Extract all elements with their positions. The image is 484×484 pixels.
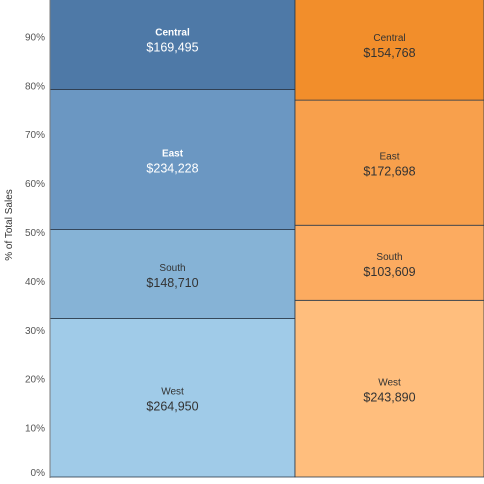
y-tick-label: 40% bbox=[25, 277, 45, 288]
segment-value-label: $234,228 bbox=[146, 161, 198, 175]
segment-value-label: $154,768 bbox=[363, 46, 415, 60]
bar-columns: West $264,950 South $148,710 East $234,228 Cen… bbox=[49, 0, 484, 478]
y-tick-label: 80% bbox=[25, 81, 45, 92]
segment-region-label: Central bbox=[373, 33, 405, 44]
bar-segment-central[interactable] bbox=[49, 0, 296, 90]
bar-segment-west[interactable] bbox=[49, 318, 296, 478]
segment-region-label: West bbox=[161, 387, 184, 398]
bar-segment-south[interactable] bbox=[49, 229, 296, 319]
y-tick-label: 90% bbox=[25, 32, 45, 43]
bar-segment-east[interactable] bbox=[294, 99, 484, 226]
segment-value-label: $169,495 bbox=[146, 41, 198, 55]
y-tick-label: 60% bbox=[25, 179, 45, 190]
segment-value-label: $243,890 bbox=[363, 391, 415, 405]
segment-value-label: $148,710 bbox=[146, 276, 198, 290]
y-axis-title: % of Total Sales bbox=[4, 189, 15, 261]
y-axis-ticks: 0%10%20%30%40%50%60%70%80%90%100% bbox=[25, 32, 46, 479]
bar-segment-west[interactable] bbox=[294, 299, 484, 478]
y-tick-label: 10% bbox=[25, 424, 45, 435]
segment-region-label: East bbox=[379, 152, 399, 163]
segment-region-label: South bbox=[159, 263, 185, 274]
segment-value-label: $172,698 bbox=[363, 165, 415, 179]
y-tick-label: 30% bbox=[25, 326, 45, 337]
y-tick-label: 70% bbox=[25, 130, 45, 141]
y-tick-label: 0% bbox=[31, 468, 46, 479]
segment-region-label: West bbox=[378, 378, 401, 389]
segment-region-label: South bbox=[376, 252, 402, 263]
y-tick-label: 50% bbox=[25, 228, 45, 239]
bar-segment-central[interactable] bbox=[294, 0, 484, 101]
y-tick-label: 20% bbox=[25, 375, 45, 386]
segment-value-label: $264,950 bbox=[146, 400, 198, 414]
segment-region-label: Central bbox=[155, 28, 190, 39]
segment-value-label: $103,609 bbox=[363, 265, 415, 279]
segment-region-label: East bbox=[162, 148, 184, 159]
